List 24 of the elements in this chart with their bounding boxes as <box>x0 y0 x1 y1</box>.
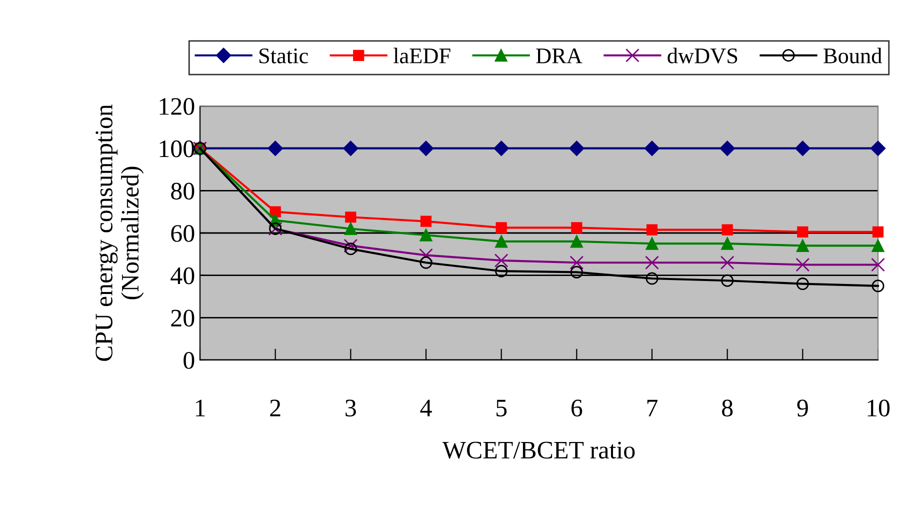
legend-label: Bound <box>824 48 882 64</box>
y-tick-label: 80 <box>171 182 194 200</box>
x-tick-label: 5 <box>496 400 507 416</box>
x-tick-label: 9 <box>797 400 808 416</box>
y-tick-label: 60 <box>171 225 194 242</box>
y-tick-label: 0 <box>184 352 194 369</box>
x-tick-label: 8 <box>722 400 733 416</box>
legend-label: DRA <box>536 48 582 64</box>
x-tick-label: 2 <box>270 400 280 416</box>
x-tick-label: 10 <box>868 400 890 416</box>
y-tick-label: 100 <box>160 140 194 158</box>
y-tick-label: 20 <box>171 310 194 327</box>
legend-label: Static <box>259 48 308 64</box>
x-tick-label: 4 <box>420 400 432 416</box>
x-tick-label: 6 <box>571 400 582 416</box>
y-tick-label: 40 <box>170 267 194 284</box>
legend-label: laEDF <box>394 48 450 64</box>
y-axis-title: CPU energy consumption (Normalized) <box>96 104 144 361</box>
x-tick-label: 3 <box>346 400 356 416</box>
x-tick-label: 7 <box>647 400 658 416</box>
y-tick-label: 120 <box>160 98 194 115</box>
x-tick-label: 1 <box>196 400 205 416</box>
legend-label: dwDVS <box>668 48 738 64</box>
x-axis-title: WCET/BCET ratio <box>442 442 635 459</box>
